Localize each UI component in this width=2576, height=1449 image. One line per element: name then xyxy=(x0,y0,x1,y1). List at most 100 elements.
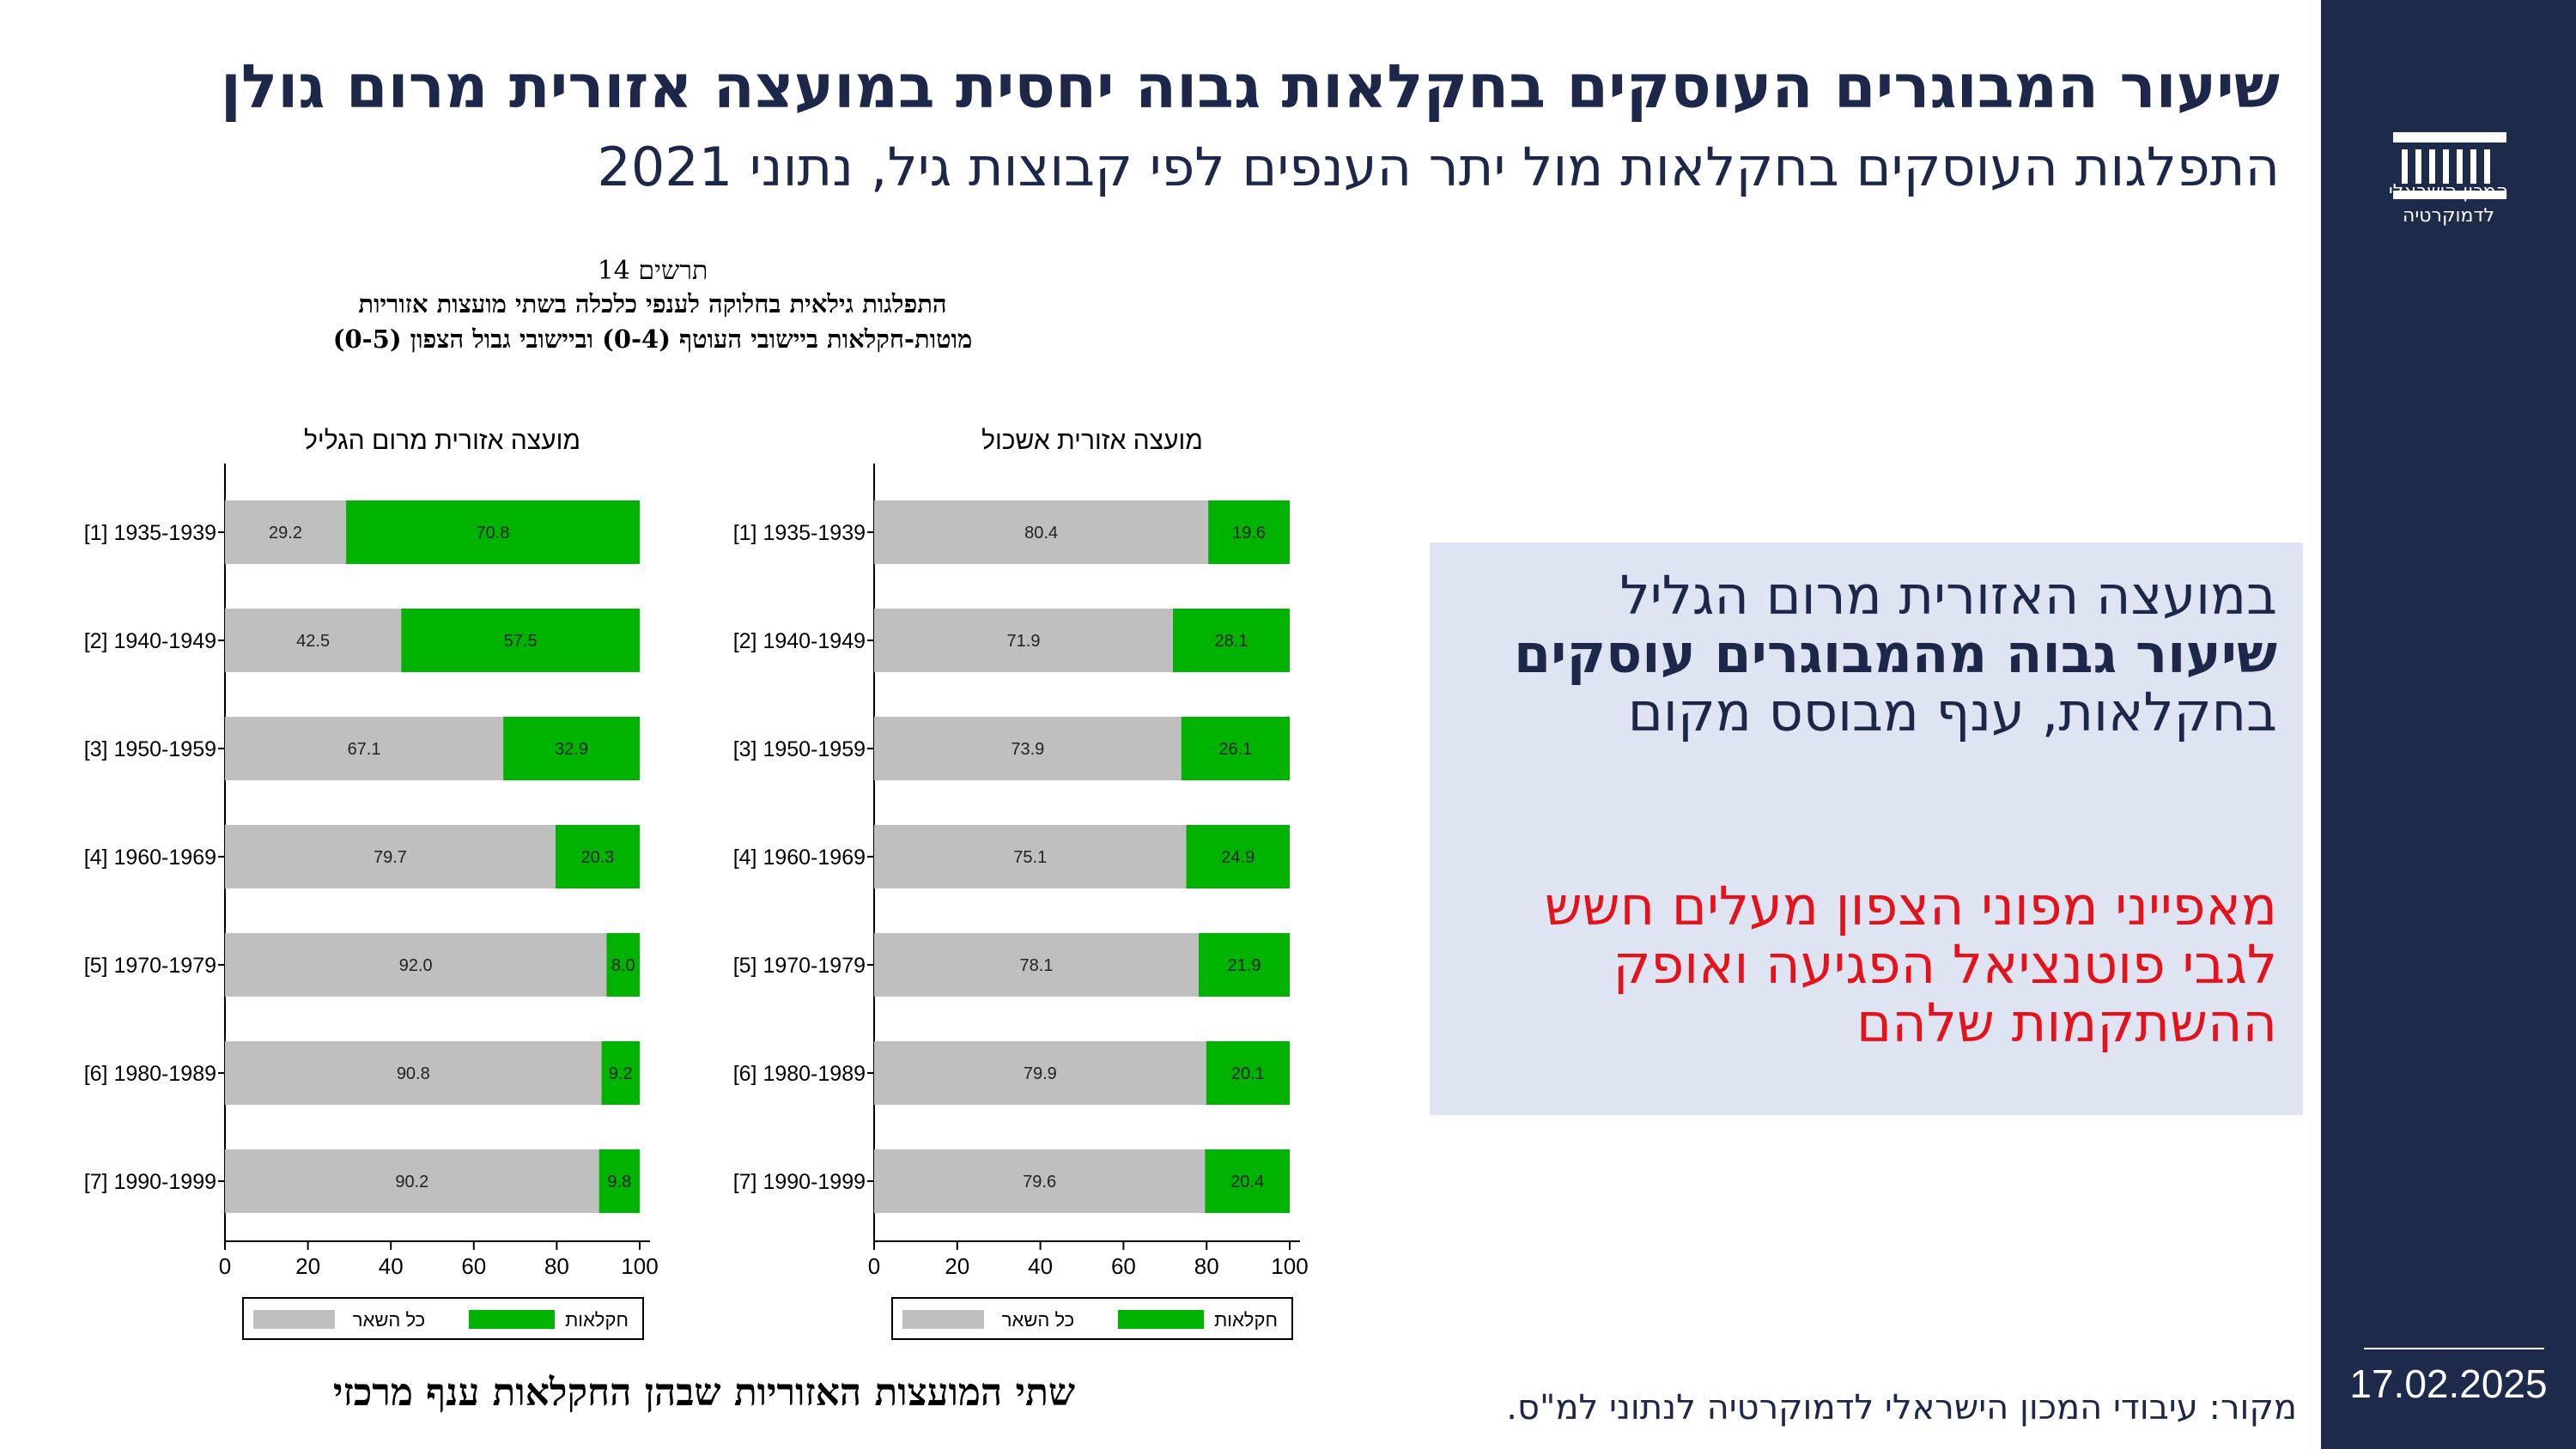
chart-1-data-label: 32.9 xyxy=(555,740,588,759)
info-line-5: לגבי פוטנציאל הפגיעה ואופק xyxy=(1613,933,2278,996)
chart-1-legend-label-other: כל השאר xyxy=(353,1309,425,1331)
chart-1-bar-other xyxy=(225,933,607,997)
source-note: מקור: עיבודי המכון הישראלי לדמוקרטיה לנת… xyxy=(1506,1388,2297,1428)
chart-1-data-label: 70.8 xyxy=(477,524,510,543)
chart-2-data-label: 20.1 xyxy=(1231,1064,1265,1083)
chart-1-x-tick-label: 20 xyxy=(295,1253,320,1279)
chart-1-data-label: 90.2 xyxy=(395,1173,428,1191)
chart-2-x-tick-label: 80 xyxy=(1194,1253,1219,1279)
chart-1-data-label: 8.0 xyxy=(611,956,635,975)
chart-1-bar-other xyxy=(225,717,504,780)
chart-2-title: מועצה אזורית אשכול xyxy=(981,427,1203,455)
chart-2-data-label: 78.1 xyxy=(1020,956,1054,975)
chart-2-data-label: 19.6 xyxy=(1232,524,1266,543)
info-line-2: שיעור גבוה מהמבוגרים עוסקים xyxy=(1514,622,2277,685)
chart-2-data-label: 26.1 xyxy=(1218,740,1252,759)
chart-2-bar-other xyxy=(874,825,1187,888)
chart-1-bar-agriculture xyxy=(346,500,640,564)
institute-name-line2: לדמוקרטיה xyxy=(2402,205,2495,227)
chart-1-data-label: 67.1 xyxy=(348,740,381,759)
chart-1-data-label: 29.2 xyxy=(269,524,302,543)
institute-name-line1: המכון הישראלי xyxy=(2388,181,2509,203)
chart-2-category-label: [5] 1970-1979 xyxy=(733,954,866,978)
chart-1-data-label: 42.5 xyxy=(296,632,330,651)
chart-2-data-label: 71.9 xyxy=(1007,632,1041,651)
chart-2-bar-other xyxy=(874,717,1182,780)
chart-1-legend-swatch-agriculture xyxy=(469,1310,555,1329)
info-line-1: במועצה האזורית מרום הגליל xyxy=(1619,564,2277,627)
chart-1-category-label: [5] 1970-1979 xyxy=(84,954,216,978)
chart-1-data-label: 20.3 xyxy=(581,848,615,867)
chart-2-category-label: [6] 1980-1989 xyxy=(733,1062,866,1086)
chart-1-bar-agriculture xyxy=(598,1149,640,1213)
chart-2-bar-agriculture xyxy=(1186,825,1290,888)
chart-1-data-label: 9.2 xyxy=(609,1064,633,1083)
chart-caption: שתי המועצות האזוריות שבהן החקלאות ענף מר… xyxy=(332,1371,1076,1415)
chart-2-data-label: 75.1 xyxy=(1013,848,1047,867)
chart-2-bar-other xyxy=(874,609,1173,672)
chart-2-x-tick-label: 20 xyxy=(945,1253,969,1279)
info-box: במועצה האזורית מרום הגליל שיעור גבוה מהמ… xyxy=(1430,543,2303,1115)
chart-2-legend-swatch-other xyxy=(902,1310,984,1329)
chart-2-x-tick-label: 40 xyxy=(1028,1253,1053,1279)
figure-title-line2: מוטות-חקלאות ביישובי העוטף (0-4) וביישוב… xyxy=(332,324,973,354)
chart-2-data-label: 24.9 xyxy=(1221,848,1255,867)
chart-2-category-label: [1] 1935-1939 xyxy=(733,521,866,545)
chart-1-x-tick-label: 40 xyxy=(379,1253,404,1279)
chart-1-bar-other xyxy=(225,609,402,672)
chart-2-bar-agriculture xyxy=(1206,1041,1290,1105)
charts-area: מועצה אזורית מרום הגליל 0 20 40 60 80 100 [1] 1… xyxy=(84,427,1309,1340)
chart-1-bar-agriculture xyxy=(601,1041,640,1105)
chart-1-bar-other xyxy=(225,1149,599,1213)
chart-1-bar-agriculture xyxy=(606,933,640,997)
chart-2-legend-swatch-agriculture xyxy=(1118,1310,1204,1329)
chart-2-bar-agriculture xyxy=(1172,609,1290,672)
slide-subtitle: התפלגות העוסקים בחקלאות מול יתר הענפים ל… xyxy=(597,136,2280,198)
chart-1-title: מועצה אזורית מרום הגליל xyxy=(304,427,580,455)
chart-2-data-label: 73.9 xyxy=(1011,740,1044,759)
sidebar-divider xyxy=(2364,1348,2544,1349)
chart-1-x-tick-label: 0 xyxy=(219,1253,231,1279)
info-line-3: בחקלאות, ענף מבוסס מקום xyxy=(1627,681,2277,743)
chart-2-data-label: 20.4 xyxy=(1230,1173,1264,1191)
chart-2-bar-agriculture xyxy=(1181,717,1290,780)
institute-logo-icon xyxy=(2393,132,2506,199)
figure-number: תרשים 14 xyxy=(597,256,708,286)
chart-1-legend-swatch-other xyxy=(253,1310,335,1329)
chart-2-legend-label-agriculture: חקלאות xyxy=(1214,1309,1278,1331)
chart-1-category-label: [2] 1940-1949 xyxy=(84,629,216,653)
chart-2-category-label: [3] 1950-1959 xyxy=(733,737,866,761)
chart-1-category-label: [4] 1960-1969 xyxy=(84,846,216,870)
chart-2-bar-agriculture xyxy=(1205,1149,1290,1213)
chart-1-category-label: [1] 1935-1939 xyxy=(84,521,216,545)
chart-1-category-label: [3] 1950-1959 xyxy=(84,737,216,761)
chart-1-bar-other xyxy=(225,1041,602,1105)
chart-1-x-tick-label: 60 xyxy=(461,1253,486,1279)
chart-2-category-label: [7] 1990-1999 xyxy=(733,1170,866,1194)
chart-2-legend-label-other: כל השאר xyxy=(1002,1309,1074,1331)
chart-2-x-tick-label: 0 xyxy=(868,1253,880,1279)
chart-2-bar-agriculture xyxy=(1199,933,1290,997)
chart-1-data-label: 9.8 xyxy=(607,1173,631,1191)
figure-title-line1: התפלגות גילאית בחלוקה לענפי כלכלה בשתי מ… xyxy=(358,289,947,318)
chart-1-bar-agriculture xyxy=(503,717,640,780)
chart-1-bar-other xyxy=(225,825,556,888)
slide-title: שיעור המבוגרים העוסקים בחקלאות גבוה יחסי… xyxy=(220,52,2280,122)
institute-name: המכון הישראלי לדמוקרטיה xyxy=(2321,180,2576,228)
chart-1-data-label: 90.8 xyxy=(397,1064,430,1083)
chart-2-bar-agriculture xyxy=(1208,500,1290,564)
chart-1-category-label: [6] 1980-1989 xyxy=(84,1062,216,1086)
chart-2-category-label: [4] 1960-1969 xyxy=(733,846,866,870)
chart-1-data-label: 79.7 xyxy=(374,848,407,867)
chart-1-x-tick-label: 80 xyxy=(544,1253,569,1279)
chart-2-bar-other xyxy=(874,933,1200,997)
chart-1-category-label: [7] 1990-1999 xyxy=(84,1170,216,1194)
info-line-4: מאפייני מפוני הצפון מעלים חשש xyxy=(1544,875,2277,937)
chart-1-x-tick-label: 100 xyxy=(621,1253,658,1279)
chart-2-data-label: 28.1 xyxy=(1215,632,1249,651)
chart-2-bar-other xyxy=(874,1041,1206,1105)
chart-2-data-label: 80.4 xyxy=(1024,524,1058,543)
chart-1-legend-label-agriculture: חקלאות xyxy=(565,1309,629,1331)
chart-1-bar-other xyxy=(225,500,347,564)
chart-2-bar-other xyxy=(874,1149,1206,1213)
